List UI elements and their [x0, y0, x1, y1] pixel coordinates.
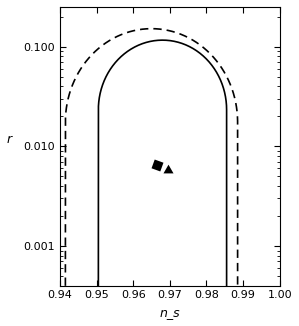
Y-axis label: r: r — [7, 133, 12, 146]
Point — [166, 167, 170, 172]
X-axis label: n_s: n_s — [159, 306, 180, 319]
Point — [155, 162, 159, 168]
